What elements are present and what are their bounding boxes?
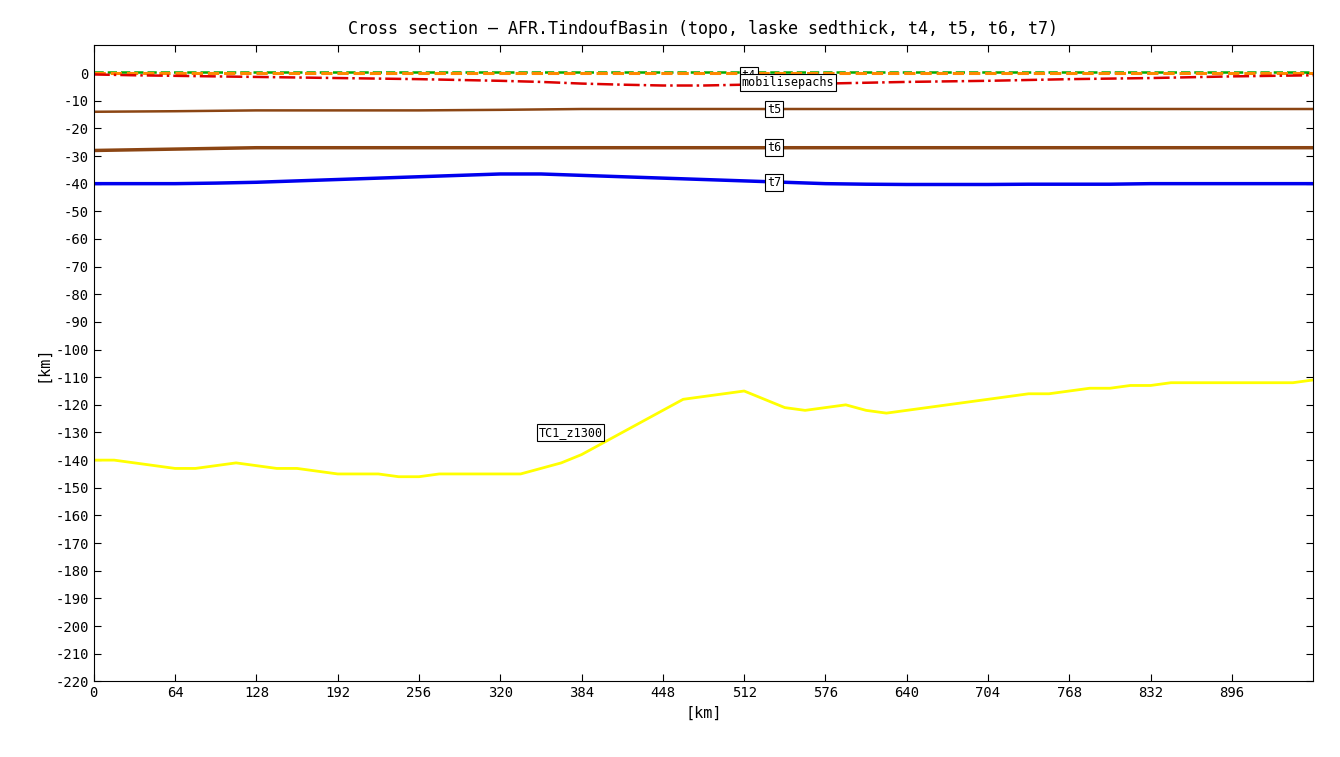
Text: t5: t5	[766, 102, 781, 116]
X-axis label: [km]: [km]	[685, 706, 722, 721]
Text: mobilisepachs: mobilisepachs	[741, 76, 835, 89]
Text: t4: t4	[741, 69, 756, 82]
Text: t7: t7	[766, 176, 781, 188]
Text: t6: t6	[766, 142, 781, 154]
Text: TC1_z1300: TC1_z1300	[539, 426, 603, 439]
Y-axis label: [km]: [km]	[35, 345, 50, 382]
Title: Cross section – AFR.TindoufBasin (topo, laske sedthick, t4, t5, t6, t7): Cross section – AFR.TindoufBasin (topo, …	[348, 20, 1059, 39]
